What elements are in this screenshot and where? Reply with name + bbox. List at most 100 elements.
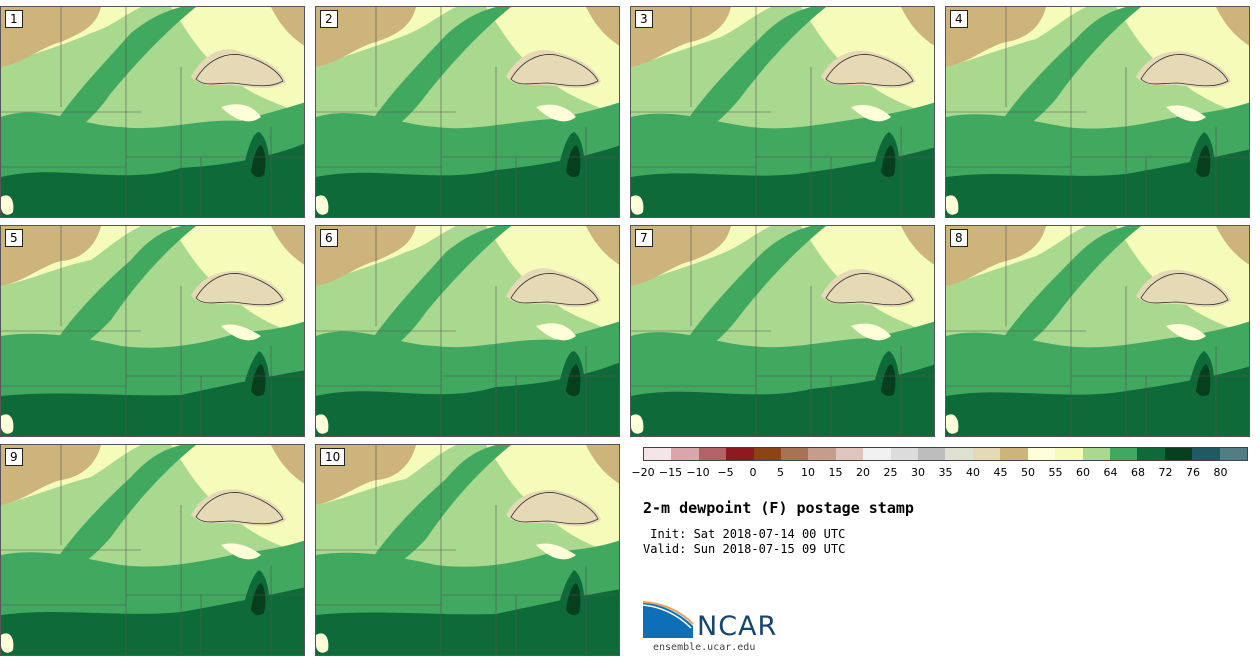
dewpoint-region (1, 633, 14, 653)
dewpoint-map (946, 226, 1249, 436)
dewpoint-region (316, 414, 329, 434)
colorbar-segment (1164, 448, 1193, 460)
colorbar-segment (753, 448, 782, 460)
dewpoint-region (316, 195, 329, 215)
stamp-number-label: 1 (5, 10, 23, 28)
dewpoint-region (946, 149, 1249, 217)
lake-superior-outline (195, 54, 284, 87)
stamp-number-label: 8 (950, 229, 968, 247)
dewpoint-region (536, 543, 576, 560)
dewpoint-region (1, 370, 304, 436)
stamp-map: 4 (945, 6, 1250, 218)
colorbar-segment (1027, 448, 1056, 460)
dewpoint-map (631, 226, 934, 436)
dewpoint-region (271, 226, 304, 265)
dewpoint-map (1, 445, 304, 655)
colorbar-tick-label: 40 (966, 466, 980, 479)
dewpoint-region (221, 104, 261, 122)
dewpoint-region (1, 226, 101, 286)
stamp-number-label: 2 (320, 10, 338, 28)
dewpoint-region (271, 7, 304, 46)
stamp-map: 9 (0, 444, 305, 656)
dewpoint-map (946, 7, 1249, 217)
dewpoint-region (946, 7, 1046, 67)
dewpoint-region (851, 105, 891, 122)
colorbar-segment (972, 448, 1001, 460)
stamp-number-label: 3 (635, 10, 653, 28)
colorbar-tick-label: 30 (911, 466, 925, 479)
colorbar-tick-label: 5 (777, 466, 784, 479)
lake-superior-outline (510, 492, 599, 525)
stamp-map: 8 (945, 225, 1250, 437)
dewpoint-region (251, 583, 266, 616)
dewpoint-map (1, 226, 304, 436)
colorbar-segment (1055, 448, 1083, 460)
colorbar-tick-label: 45 (993, 466, 1008, 479)
colorbar-tick-label: 55 (1048, 466, 1063, 479)
colorbar-segment (671, 448, 699, 460)
dewpoint-region (316, 226, 416, 286)
dewpoint-region (221, 543, 261, 560)
dewpoint-region (506, 268, 601, 308)
dewpoint-region (506, 489, 601, 527)
colorbar-tick-label: 15 (828, 466, 843, 479)
dewpoint-region (271, 445, 304, 484)
colorbar-segment (1137, 448, 1165, 460)
dewpoint-region (1, 7, 101, 67)
stamp-map: 7 (630, 225, 935, 437)
dewpoint-region (851, 323, 891, 341)
chart-title: 2-m dewpoint (F) postage stamp (643, 499, 914, 517)
colorbar-tick-label: 0 (749, 466, 757, 479)
colorbar-tick-label: 72 (1158, 466, 1173, 479)
colorbar-tick-label: 64 (1103, 466, 1118, 479)
dewpoint-region (191, 270, 286, 308)
colorbar-tick-label: 68 (1131, 466, 1145, 479)
colorbar-tick-label: −15 (658, 466, 683, 479)
dewpoint-region (1196, 145, 1211, 178)
dewpoint-region (1, 587, 304, 655)
colorbar-tick-label: 80 (1213, 466, 1228, 479)
stamp-number-label: 7 (635, 229, 653, 247)
colorbar-tick-label: 60 (1076, 466, 1090, 479)
colorbar-tick-labels: −20 −15 −10 −5 0 5 10 15 20 25 30 35 40 45 50 55 60 64 68 7… (631, 466, 1248, 480)
dewpoint-region (586, 7, 619, 46)
colorbar-segment (1109, 448, 1138, 460)
lake-superior-outline (510, 54, 599, 87)
colorbar-segment (1082, 448, 1110, 460)
dewpoint-region (946, 366, 1249, 436)
stamp-map: 10 (315, 444, 620, 656)
dewpoint-map (316, 7, 619, 217)
dewpoint-region (1, 143, 304, 217)
dewpoint-region (221, 324, 261, 341)
dewpoint-region (251, 145, 266, 178)
colorbar-tick-label: −20 (631, 466, 655, 479)
colorbar-tick-label: 25 (883, 466, 898, 479)
dewpoint-region (1196, 364, 1211, 397)
dewpoint-region (316, 362, 619, 436)
dewpoint-region (566, 145, 581, 178)
dewpoint-region (1216, 226, 1249, 265)
dewpoint-region (1, 414, 14, 434)
dewpoint-region (566, 364, 581, 397)
lake-superior-outline (1140, 54, 1229, 87)
colorbar-segment (890, 448, 919, 460)
stamp-number-label: 9 (5, 448, 23, 466)
colorbar-segment (835, 448, 864, 460)
lake-superior-outline (825, 54, 914, 87)
colorbar-segment (918, 448, 946, 460)
dewpoint-region (1136, 51, 1231, 89)
init-time: Init: Sat 2018-07-14 00 UTC (643, 527, 846, 541)
dewpoint-map (316, 445, 619, 655)
valid-time: Valid: Sun 2018-07-15 09 UTC (643, 542, 846, 556)
stamp-number-label: 6 (320, 229, 338, 247)
dewpoint-region (586, 445, 619, 484)
dewpoint-region (881, 145, 896, 178)
dewpoint-region (316, 145, 619, 217)
dewpoint-region (946, 226, 1046, 286)
colorbar-segment (781, 448, 809, 460)
colorbar-segment (808, 448, 836, 460)
lake-superior-outline (1140, 273, 1229, 306)
dewpoint-region (316, 7, 416, 67)
stamp-number-label: 4 (950, 10, 968, 28)
stamp-map: 5 (0, 225, 305, 437)
